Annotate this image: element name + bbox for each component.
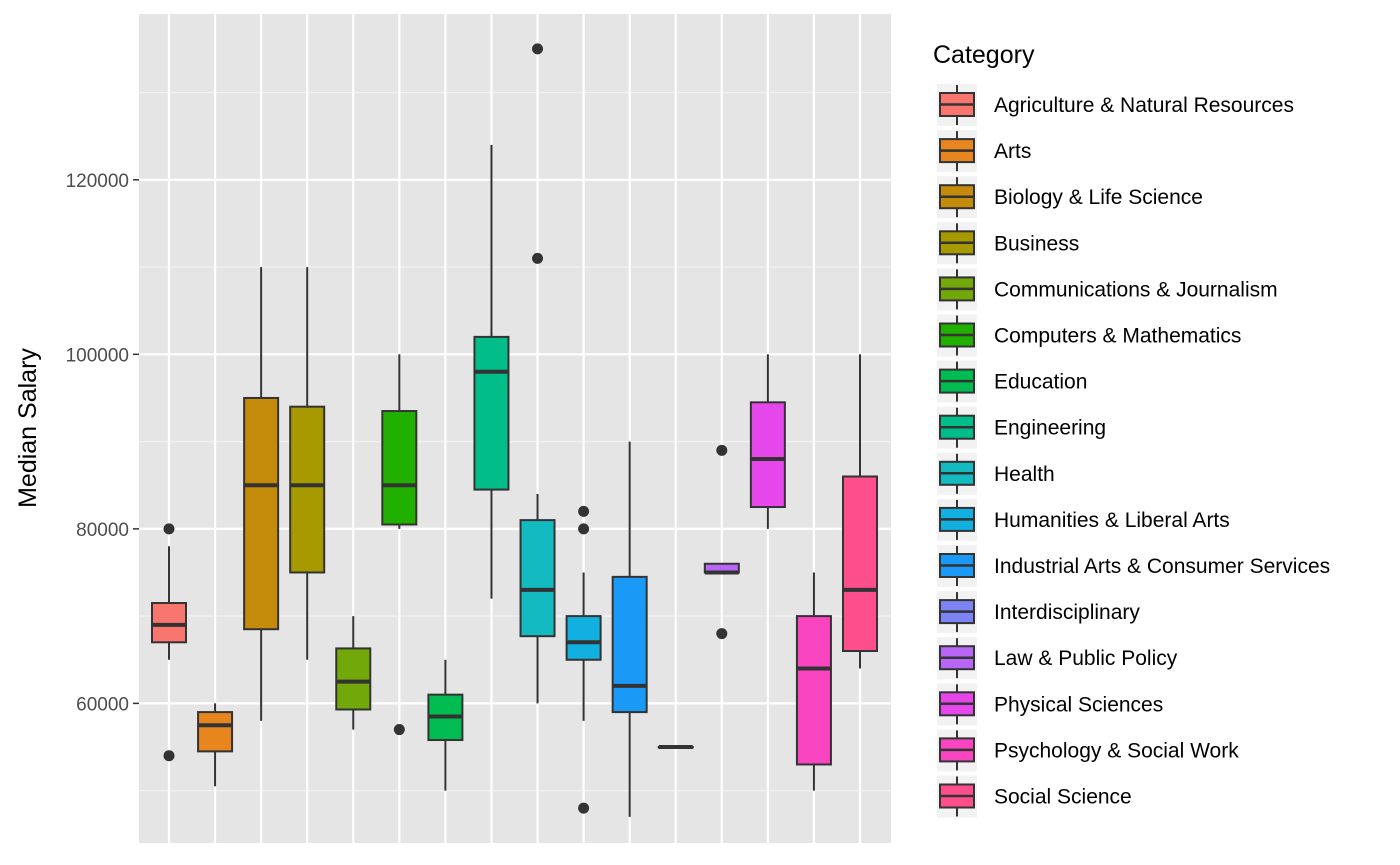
legend-label: Interdisciplinary (994, 601, 1140, 624)
box-8 (473, 144, 510, 599)
legend-item-12: Interdisciplinary (937, 591, 1140, 634)
outlier-point (532, 43, 544, 55)
legend-title: Category (933, 41, 1035, 69)
box-iqr (197, 711, 234, 753)
legend-label: Engineering (994, 417, 1106, 440)
legend-item-4: Business (937, 222, 1079, 265)
legend-items: Agriculture & Natural Resources Arts Biolo… (937, 84, 1330, 818)
box-9 (519, 43, 556, 704)
box-13 (703, 444, 740, 640)
legend-label: Biology & Life Science (994, 186, 1203, 209)
legend-item-3: Biology & Life Science (937, 176, 1203, 219)
outlier-point (163, 523, 175, 535)
box-3 (243, 267, 280, 721)
legend-item-5: Communications & Journalism (937, 268, 1278, 311)
outlier-point (578, 802, 590, 814)
legend-item-6: Computers & Mathematics (937, 314, 1241, 357)
legend-label: Law & Public Policy (994, 647, 1178, 670)
box-iqr (335, 647, 372, 711)
box-4 (289, 267, 326, 660)
box-iqr (151, 602, 187, 644)
legend-label: Agriculture & Natural Resources (994, 94, 1294, 117)
legend-item-14: Physical Sciences (937, 683, 1163, 726)
outlier-point (716, 444, 728, 456)
boxes-layer (151, 43, 878, 817)
box-iqr (243, 396, 280, 631)
box-7 (427, 659, 464, 791)
legend-label: Psychology & Social Work (994, 739, 1239, 762)
legend-label: Social Science (994, 786, 1132, 809)
box-12 (657, 745, 694, 750)
outlier-point (578, 523, 590, 535)
legend-item-1: Agriculture & Natural Resources (937, 84, 1294, 126)
legend-label: Arts (994, 140, 1031, 163)
box-iqr (795, 615, 832, 766)
outlier-point (532, 252, 544, 264)
legend-item-13: Law & Public Policy (937, 637, 1178, 680)
legend-label: Physical Sciences (994, 693, 1163, 716)
box-15 (795, 572, 832, 791)
y-tick-label: 120000 (66, 171, 129, 192)
y-tick-label: 100000 (66, 345, 129, 366)
outlier-point (393, 724, 405, 736)
y-tick-label: 60000 (76, 694, 129, 715)
box-14 (749, 354, 786, 529)
legend-label: Humanities & Liberal Arts (994, 509, 1230, 532)
outlier-point (716, 628, 728, 640)
box-iqr (842, 475, 878, 653)
box-iqr (473, 335, 510, 491)
y-axis: 60000 80000 100000 120000 (66, 171, 139, 715)
box-iqr (519, 519, 556, 638)
box-2 (197, 703, 234, 787)
y-axis-title: Median Salary (14, 348, 42, 508)
box-iqr (289, 405, 326, 574)
legend-item-2: Arts (937, 130, 1031, 173)
box-5 (335, 616, 372, 730)
legend-label: Communications & Journalism (994, 278, 1278, 301)
box-10 (565, 505, 602, 814)
outlier-point (163, 750, 175, 762)
box-iqr (381, 410, 418, 526)
legend-item-8: Engineering (937, 406, 1106, 449)
legend-label: Education (994, 371, 1087, 394)
legend-item-10: Humanities & Liberal Arts (937, 498, 1230, 541)
legend-item-15: Psychology & Social Work (937, 729, 1239, 772)
legend-item-7: Education (937, 360, 1087, 403)
legend-label: Computers & Mathematics (994, 325, 1241, 348)
box-1 (151, 523, 187, 762)
legend-label: Industrial Arts & Consumer Services (994, 555, 1330, 578)
box-16 (842, 354, 878, 669)
legend-label: Health (994, 463, 1055, 486)
box-iqr (611, 575, 648, 714)
outlier-point (578, 505, 590, 517)
legend-item-16: Social Science (937, 775, 1132, 818)
legend-label: Business (994, 232, 1079, 255)
y-tick-label: 80000 (76, 520, 129, 541)
legend-item-11: Industrial Arts & Consumer Services (937, 545, 1330, 587)
box-iqr (749, 401, 786, 509)
box-6 (381, 354, 418, 736)
legend: Category Agriculture & Natural Resources… (933, 41, 1330, 818)
box-11 (611, 441, 648, 817)
legend-item-9: Health (937, 452, 1055, 495)
box-iqr (565, 615, 602, 661)
